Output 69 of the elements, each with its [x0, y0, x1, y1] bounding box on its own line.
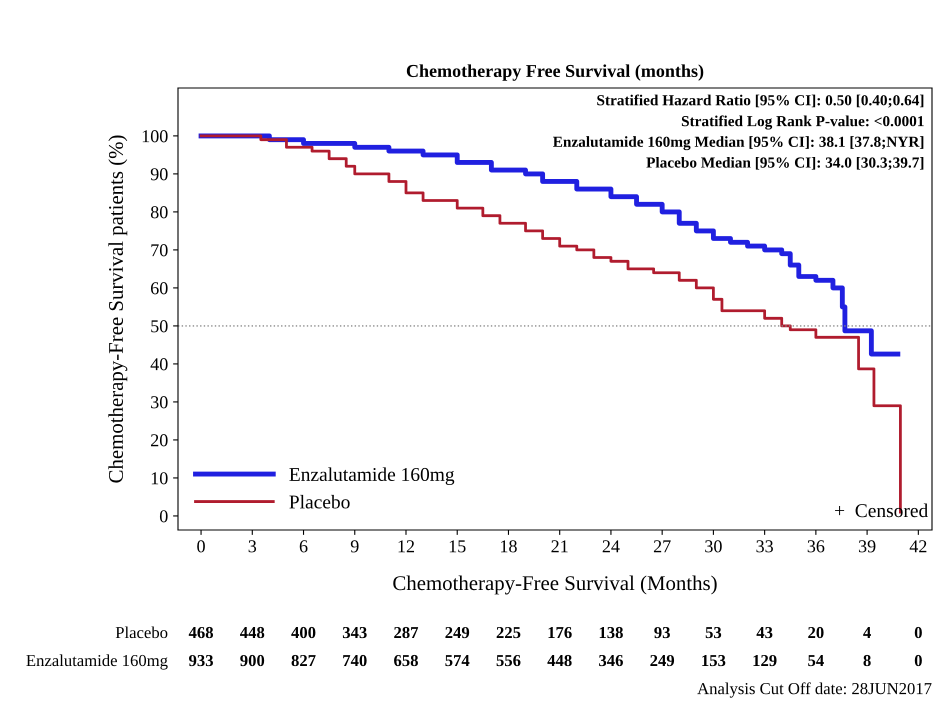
text: 153 — [702, 654, 726, 666]
text: 53 — [706, 626, 722, 638]
y-tick-label: 40 — [150, 358, 168, 370]
text: 176 — [548, 626, 572, 638]
text: 0 — [914, 654, 922, 666]
y-tick-label: 0 — [160, 510, 168, 522]
x-tick-label: 24 — [602, 540, 620, 552]
x-tick-label: 27 — [654, 540, 671, 552]
y-axis-title: Chemotherapy-Free Survival patients (%) — [108, 135, 128, 483]
y-tick-label: 90 — [150, 168, 168, 180]
x-tick-label: 15 — [450, 540, 466, 552]
legend-label: Placebo — [289, 494, 350, 509]
y-tick-label: 20 — [151, 434, 168, 446]
text: 249 — [650, 654, 674, 666]
text: 556 — [496, 654, 520, 666]
y-tick-label: 80 — [150, 206, 168, 218]
annotation: Stratified Log Rank P-value: <0.0001 — [682, 115, 924, 130]
y-tick-label: 30 — [151, 396, 168, 408]
text: 287 — [394, 626, 418, 638]
y-tick-label: 50 — [151, 320, 168, 332]
x-tick-label: 39 — [858, 540, 876, 552]
text: 346 — [599, 654, 623, 666]
text: 54 — [808, 655, 824, 666]
text: 20 — [808, 626, 824, 638]
x-tick-label: 9 — [350, 540, 359, 552]
text: 129 — [753, 654, 777, 666]
text: 93 — [654, 626, 670, 638]
text: 900 — [240, 654, 264, 666]
y-tick-label: 10 — [152, 472, 168, 484]
text: 468 — [188, 626, 214, 638]
legend-label: Enzalutamide 160mg — [289, 467, 454, 486]
x-tick-label: 33 — [756, 540, 773, 552]
text: 249 — [445, 626, 470, 638]
annotation: + Censored — [835, 504, 928, 518]
text: 658 — [394, 654, 418, 666]
text: 0 — [914, 626, 922, 638]
x-tick-label: 3 — [248, 540, 256, 552]
x-tick-label: 21 — [551, 540, 568, 552]
text: 343 — [342, 626, 367, 638]
y-tick-label: 60 — [151, 282, 168, 294]
text: Enzalutamide 160mg — [26, 654, 168, 670]
x-tick-label: 6 — [300, 540, 308, 552]
text: 448 — [240, 626, 264, 638]
text: 8 — [863, 654, 871, 666]
text: 400 — [291, 626, 316, 638]
text: 43 — [756, 626, 772, 638]
text: 448 — [547, 654, 572, 666]
text: Placebo — [116, 626, 168, 638]
text: Analysis Cut Off date: 28JUN2017 — [697, 682, 932, 698]
annotation: Enzalutamide 160mg Median [95% CI]: 38.1 [37.8;NYR] — [552, 136, 924, 150]
x-tick-label: 42 — [910, 540, 926, 552]
text: 740 — [343, 654, 367, 666]
text: 4 — [863, 627, 871, 638]
annotation: Placebo Median [95% CI]: 34.0 [30.3;39.7] — [646, 156, 924, 170]
text: 225 — [496, 626, 520, 638]
text: 574 — [445, 655, 470, 666]
x-tick-label: 36 — [808, 540, 824, 552]
y-tick-label: 100 — [142, 130, 168, 142]
chart-title: Chemotherapy Free Survival (months) — [406, 64, 704, 81]
y-tick-label: 70 — [151, 244, 168, 256]
x-axis-title: Chemotherapy-Free Survival (Months) — [393, 576, 717, 594]
x-tick-label: 12 — [398, 540, 414, 552]
annotation: Stratified Hazard Ratio [95% CI]: 0.50 [0.40;0.64] — [597, 94, 924, 108]
x-tick-label: 30 — [705, 540, 722, 552]
text: 827 — [292, 654, 316, 666]
x-tick-label: 0 — [197, 540, 205, 552]
x-tick-label: 18 — [501, 540, 517, 552]
text: 138 — [600, 626, 623, 638]
text: 933 — [189, 654, 213, 666]
